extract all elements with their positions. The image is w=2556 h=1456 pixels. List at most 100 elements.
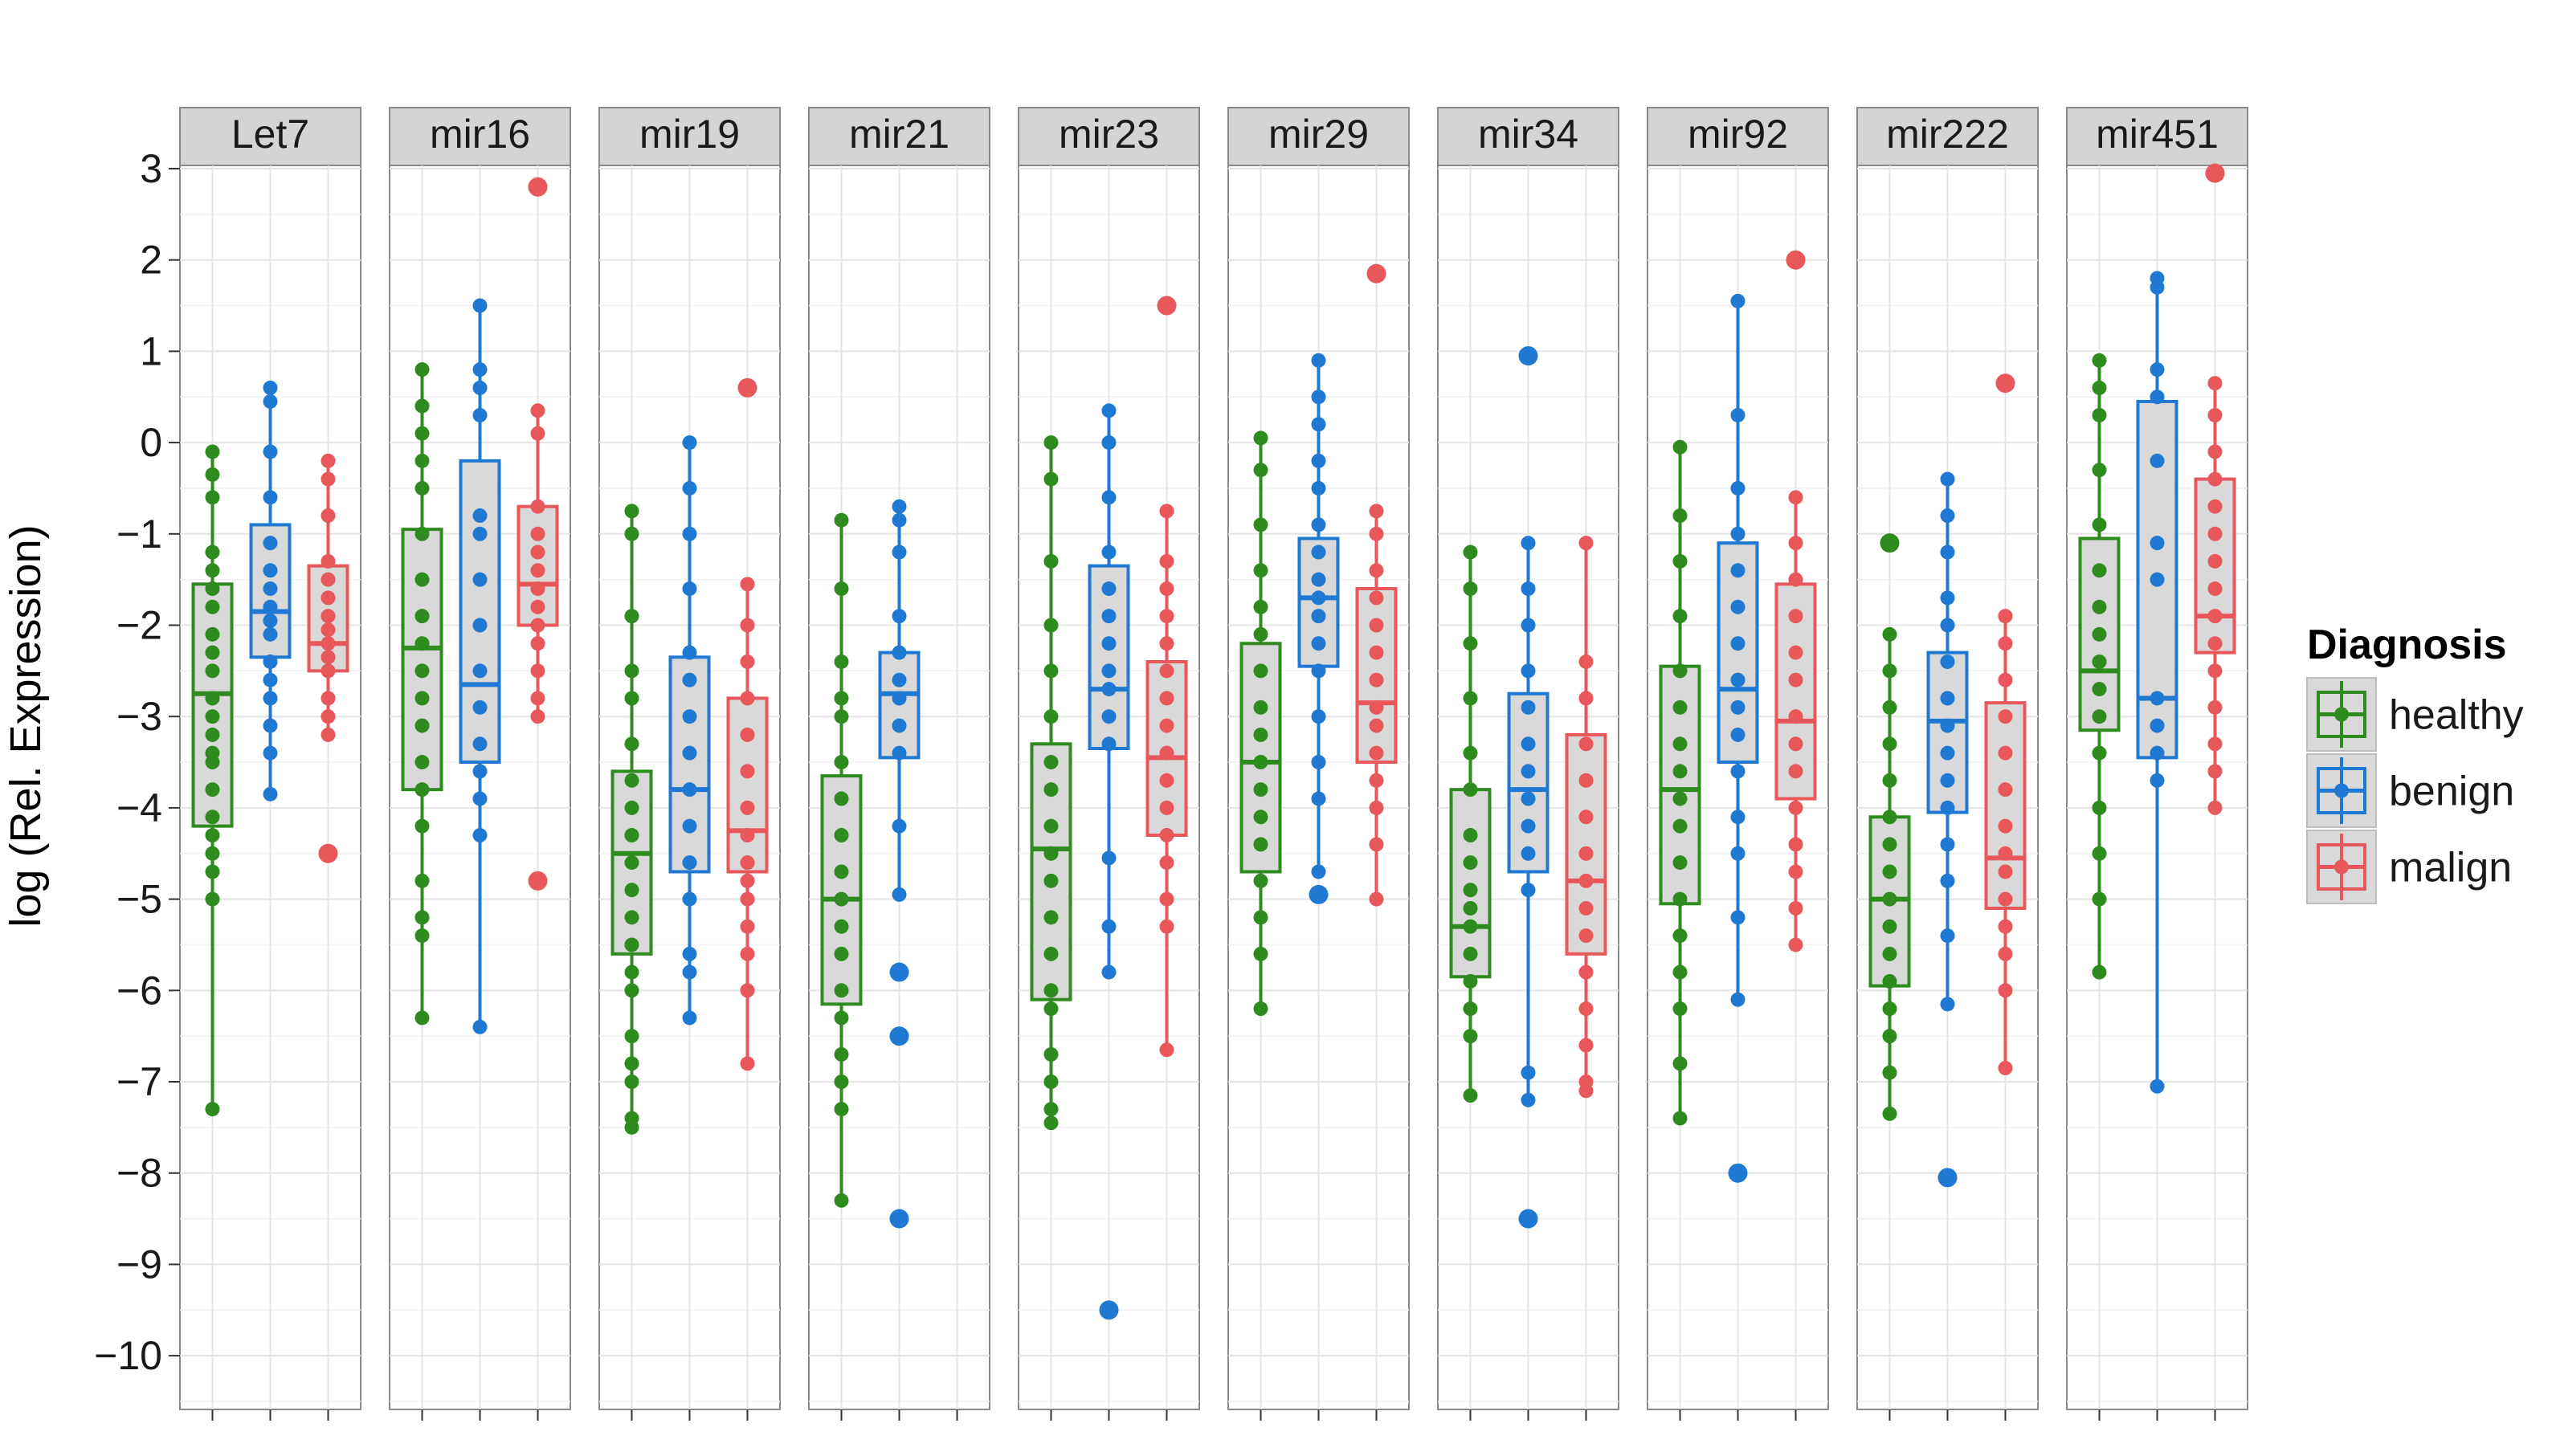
data-point: [1253, 837, 1268, 852]
data-point: [1521, 764, 1536, 779]
data-point: [1311, 453, 1326, 468]
data-point: [1730, 727, 1746, 742]
data-point: [1043, 983, 1059, 998]
data-point: [2207, 407, 2223, 422]
data-point: [1159, 855, 1174, 871]
data-point: [2150, 773, 2165, 788]
data-point: [2092, 965, 2107, 980]
data-point: [414, 663, 430, 679]
data-point: [1253, 946, 1268, 961]
data-point: [682, 672, 697, 687]
outlier-point: [1309, 884, 1329, 904]
data-point: [1463, 581, 1478, 597]
data-point: [1578, 736, 1594, 752]
data-point: [263, 613, 278, 628]
data-point: [205, 691, 220, 706]
box-mir92-malign: [1774, 250, 1817, 952]
data-point: [1998, 782, 2013, 797]
data-point: [1788, 709, 1803, 724]
data-point: [205, 1102, 220, 1117]
legend-item-malign: malign: [2306, 830, 2512, 904]
data-point: [1253, 563, 1268, 578]
data-point: [740, 828, 755, 843]
data-point: [1730, 407, 1746, 422]
data-point: [1043, 435, 1059, 451]
data-point: [414, 426, 430, 441]
data-point: [1159, 553, 1174, 569]
box-iqr: [1030, 742, 1072, 1001]
data-point: [1521, 846, 1536, 861]
y-tick-label: −8: [116, 1151, 162, 1196]
data-point: [1788, 736, 1803, 752]
legend-label: benign: [2389, 769, 2514, 815]
box-mir23-malign: [1145, 296, 1188, 1058]
data-point: [834, 864, 849, 879]
data-point: [1940, 873, 1955, 888]
data-point: [1253, 699, 1268, 715]
box-mir451-benign: [2136, 271, 2178, 1094]
data-point: [1369, 590, 1384, 606]
data-point: [1253, 430, 1268, 446]
data-point: [1043, 818, 1059, 834]
facet-panel-Let7: Let7: [179, 107, 361, 1421]
data-point: [1578, 691, 1594, 706]
data-point: [682, 891, 697, 907]
data-point: [321, 663, 336, 679]
data-point: [530, 691, 545, 706]
facet-panel-mir451: mir451: [2066, 107, 2248, 1421]
data-point: [1101, 403, 1117, 418]
data-point: [414, 818, 430, 834]
data-point: [682, 709, 697, 724]
data-point: [1730, 526, 1746, 541]
data-point: [472, 407, 488, 422]
y-tick-label: −1: [116, 512, 162, 557]
data-point: [1311, 709, 1326, 724]
data-point: [530, 499, 545, 514]
data-point: [1369, 745, 1384, 761]
data-point: [472, 736, 488, 752]
data-point: [472, 572, 488, 587]
box-iqr: [1565, 732, 1607, 956]
outlier-point: [2205, 163, 2225, 183]
data-point: [892, 609, 907, 624]
facet-header: [598, 107, 781, 166]
data-point: [472, 362, 488, 377]
facet-label: mir34: [1478, 112, 1578, 157]
data-point: [1940, 928, 1955, 944]
data-point: [414, 362, 430, 377]
data-point: [1730, 599, 1746, 614]
data-point: [1730, 293, 1746, 308]
data-point: [263, 536, 278, 551]
y-tick-label: −6: [116, 968, 162, 1013]
data-point: [2207, 499, 2223, 514]
data-point: [1159, 745, 1174, 761]
data-point: [2207, 553, 2223, 569]
data-point: [1998, 609, 2013, 624]
data-point: [1043, 1001, 1059, 1017]
data-point: [414, 928, 430, 944]
data-point: [1463, 691, 1478, 706]
facet-panel-mir34: mir34: [1437, 107, 1619, 1421]
data-point: [624, 1056, 639, 1071]
data-point: [1998, 983, 2013, 998]
data-point: [472, 663, 488, 679]
data-point: [1578, 773, 1594, 788]
data-point: [2092, 380, 2107, 395]
data-point: [1998, 709, 2013, 724]
data-point: [1730, 992, 1746, 1007]
data-point: [1463, 782, 1478, 797]
data-point: [1578, 810, 1594, 825]
data-point: [1253, 727, 1268, 742]
y-tick-label: 0: [140, 420, 162, 465]
data-point: [834, 755, 849, 770]
data-point: [1311, 480, 1326, 496]
outlier-point: [1880, 533, 1900, 553]
data-point: [682, 581, 697, 597]
data-point: [1253, 626, 1268, 642]
data-point: [414, 609, 430, 624]
data-point: [1521, 536, 1536, 551]
data-point: [321, 508, 336, 524]
data-point: [624, 1075, 639, 1089]
data-point: [2207, 764, 2223, 779]
data-point: [624, 828, 639, 843]
